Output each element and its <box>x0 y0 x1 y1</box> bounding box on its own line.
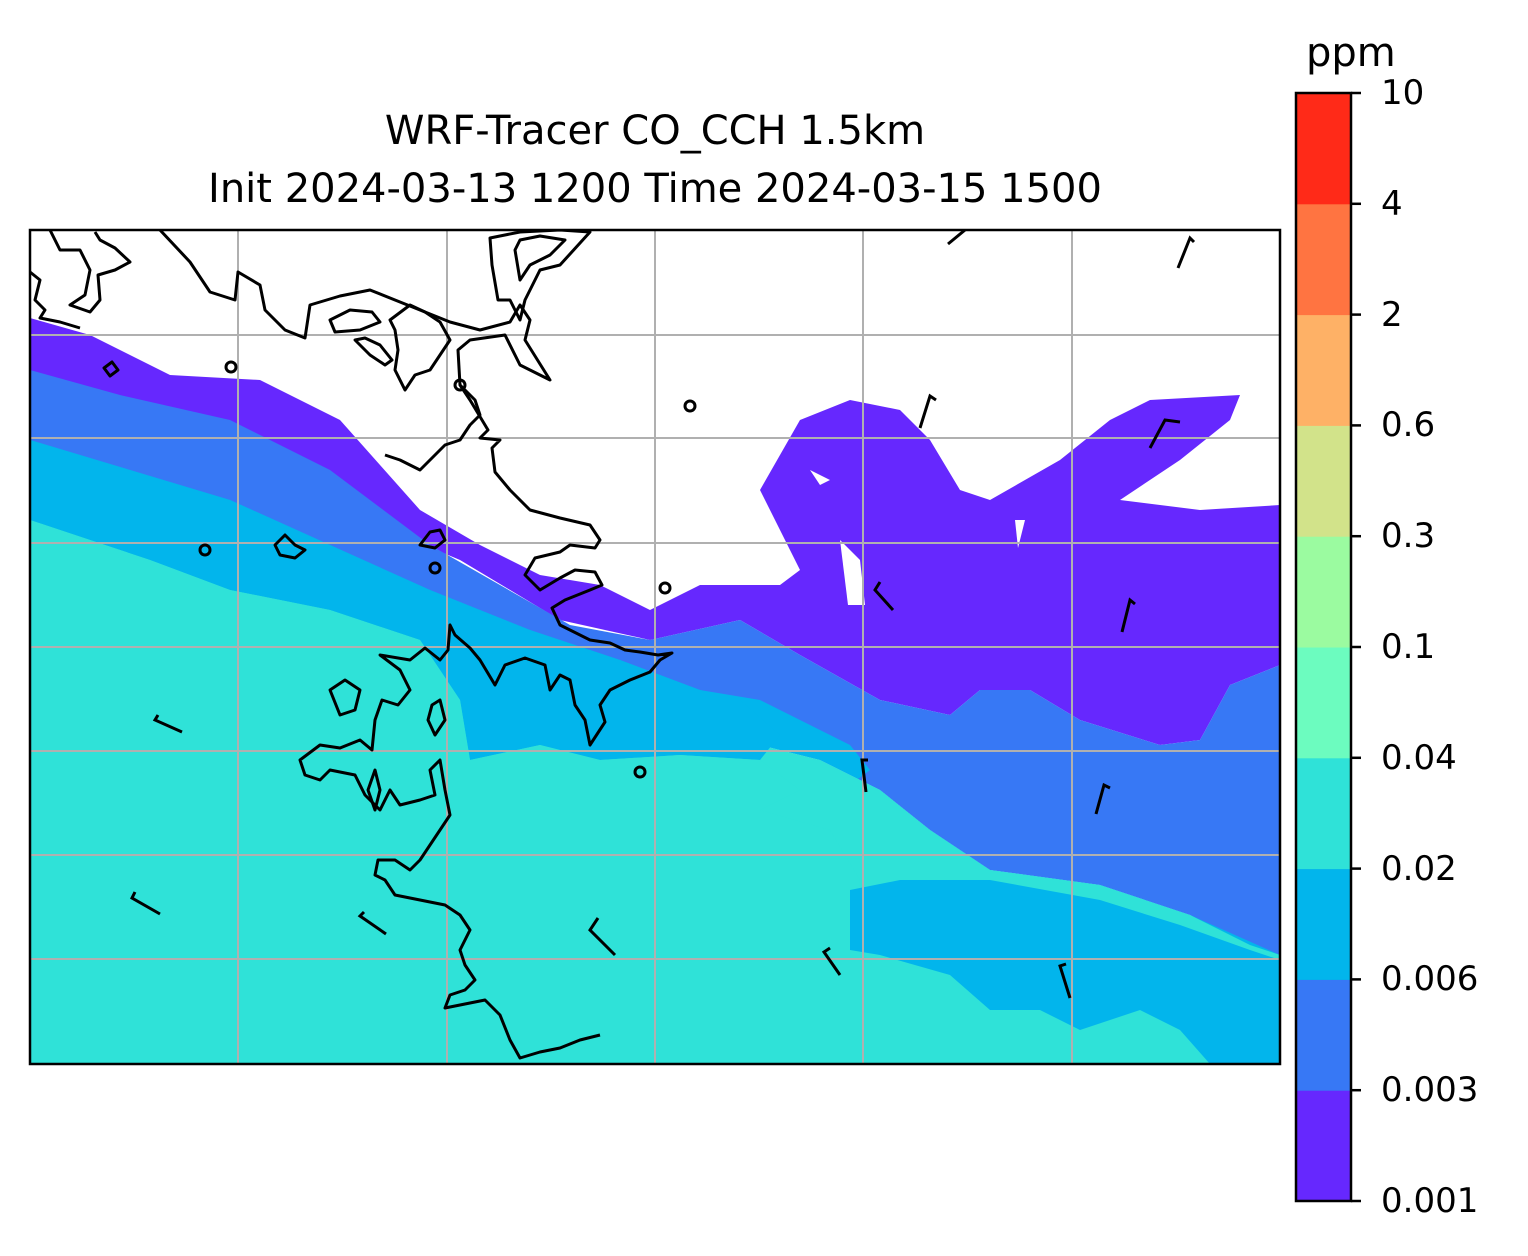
contour-hole-white <box>840 540 865 605</box>
contour-band-0.02-0.04-fill <box>30 520 1210 1064</box>
wind-barb <box>860 758 868 793</box>
colorbar-tick-label: 0.1 <box>1381 627 1436 667</box>
contour-band-0.001-0.003 <box>30 318 1280 745</box>
colorbar-tick-label: 0.006 <box>1381 959 1479 1000</box>
colorbar-tick-label: 4 <box>1381 183 1403 224</box>
colorbar <box>1296 91 1361 1203</box>
wind-barbs <box>130 230 1196 999</box>
colorbar-segment <box>1296 979 1351 1091</box>
colorbar-segment <box>1296 757 1351 870</box>
chart-title-line-1: WRF-Tracer CO_CCH 1.5km <box>384 108 926 154</box>
colorbar-segment <box>1296 647 1351 759</box>
chart-title-line-2: Init 2024-03-13 1200 Time 2024-03-15 150… <box>208 166 1102 212</box>
contour-hole-white <box>810 470 830 485</box>
colorbar-tick-label: 0.3 <box>1381 516 1436 557</box>
colorbar-segment <box>1296 536 1351 648</box>
colorbar-tick-label: 0.001 <box>1381 1181 1479 1221</box>
map-panel <box>30 230 1280 1064</box>
wind-barb <box>1148 418 1181 449</box>
wind-barb <box>821 946 842 976</box>
colorbar-segment <box>1296 203 1351 316</box>
colorbar-tick-label: 10 <box>1381 73 1425 113</box>
wind-barb <box>918 393 937 429</box>
colorbar-tick-label: 0.04 <box>1381 737 1457 778</box>
wind-barb <box>1120 597 1136 633</box>
colorbar-tick-label: 2 <box>1381 294 1403 335</box>
colorbar-tick-label: 0.6 <box>1381 405 1436 446</box>
wind-barb <box>130 891 161 916</box>
wind-barb <box>873 581 895 612</box>
colorbar-segment <box>1296 868 1351 980</box>
wind-barb <box>1176 235 1196 269</box>
colorbar-tick-label: 0.02 <box>1381 848 1457 889</box>
colorbar-tick-label: 0.003 <box>1381 1070 1479 1111</box>
wind-barb <box>152 714 183 734</box>
contour-hole-white <box>1015 520 1025 548</box>
colorbar-segment <box>1296 93 1351 205</box>
wind-barb <box>588 917 617 957</box>
wind-barb <box>947 230 966 246</box>
colorbar-segment <box>1296 314 1351 426</box>
wind-barb <box>1058 962 1072 999</box>
wind-barb <box>357 910 387 936</box>
colorbar-unit-label: ppm <box>1306 30 1396 76</box>
colorbar-segment <box>1296 425 1351 537</box>
colorbar-segment <box>1296 1090 1351 1202</box>
contour-band-0.006-0.02-tail <box>850 880 1280 1064</box>
wind-barb <box>1094 782 1111 815</box>
colorbar-frame <box>1294 91 1353 1203</box>
contour-band-0.006-0.02-fill <box>30 440 780 760</box>
map-frame <box>28 228 1282 1066</box>
map-gridlines <box>30 230 1280 1064</box>
coastlines <box>30 230 697 1060</box>
